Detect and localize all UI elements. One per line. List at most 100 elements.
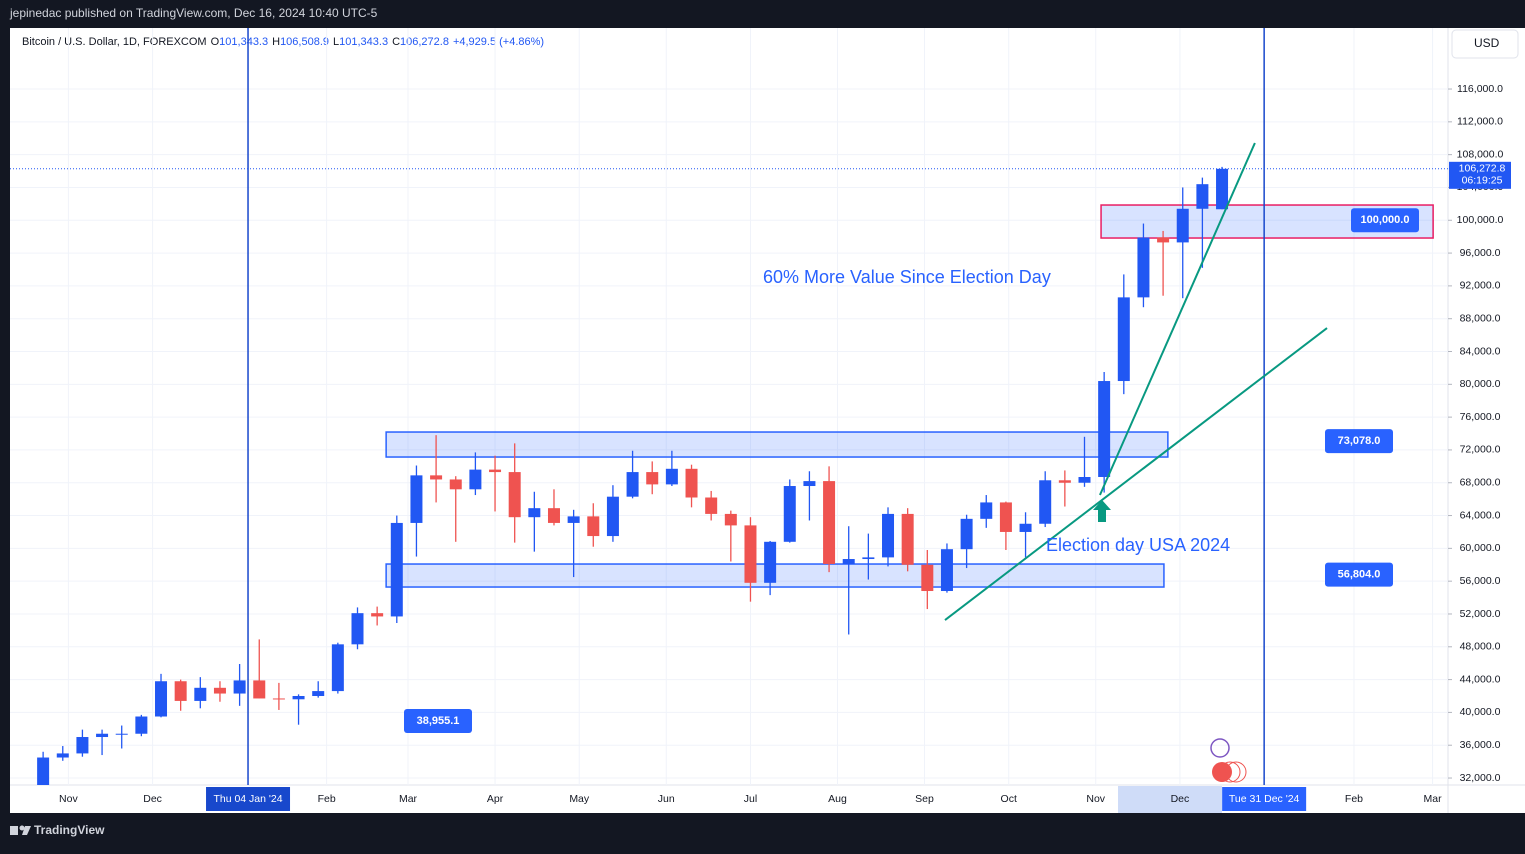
- y-tick-label: 48,000.0: [1460, 641, 1501, 653]
- y-tick-label: 52,000.0: [1460, 608, 1501, 620]
- candle-body: [174, 681, 187, 701]
- candle-body: [1117, 297, 1130, 382]
- candle-body: [783, 486, 796, 542]
- candle-body: [1157, 237, 1170, 243]
- candle-body: [940, 549, 953, 592]
- y-tick-label: 116,000.0: [1457, 83, 1503, 95]
- candle-body: [626, 472, 639, 497]
- price-label: 56,804.0: [1338, 568, 1381, 580]
- candle-body: [1039, 480, 1052, 524]
- candle-body: [1176, 208, 1189, 243]
- candle-body: [744, 525, 757, 583]
- x-tick-label: Mar: [1424, 793, 1443, 805]
- candle-body: [430, 475, 443, 480]
- candle-body: [508, 472, 521, 518]
- candle-body: [823, 481, 836, 564]
- x-tick-label: Nov: [1086, 793, 1105, 805]
- candle-body: [233, 680, 246, 694]
- candle-body: [1098, 381, 1111, 477]
- time-label-box: [1222, 787, 1307, 811]
- candle-body: [980, 502, 993, 519]
- x-tick-label: Feb: [318, 793, 336, 805]
- y-tick-label: 88,000.0: [1460, 312, 1501, 324]
- countdown: 06:19:25: [1462, 175, 1503, 187]
- candle-body: [999, 502, 1012, 532]
- candle-body: [272, 698, 285, 700]
- y-tick-label: 56,000.0: [1460, 575, 1501, 587]
- x-tick-label: Apr: [487, 793, 504, 805]
- candle-body: [528, 508, 541, 518]
- candle-body: [351, 613, 364, 645]
- price-label-box: [1351, 208, 1419, 233]
- time-label: Tue 31 Dec '24: [1229, 793, 1300, 805]
- y-tick-label: 92,000.0: [1460, 280, 1501, 292]
- x-tick-label: Oct: [1001, 793, 1017, 805]
- trendline: [944, 327, 1328, 621]
- y-tick-label: 84,000.0: [1460, 345, 1501, 357]
- candle-body: [1196, 184, 1209, 209]
- ohlc-value: 106,508.9: [280, 36, 329, 48]
- candle-body: [469, 469, 482, 490]
- y-tick-label: 96,000.0: [1460, 247, 1501, 259]
- candle-body: [135, 716, 148, 734]
- annotation: 60% More Value Since Election Day: [763, 267, 1051, 287]
- candle-body: [76, 737, 89, 754]
- brand-logo: [10, 825, 31, 835]
- candle-body: [213, 687, 226, 694]
- candle-body: [921, 564, 934, 592]
- currency-button[interactable]: [1451, 29, 1519, 59]
- x-tick-label: Aug: [828, 793, 847, 805]
- candle-body: [194, 687, 207, 701]
- candle-body: [292, 696, 305, 700]
- y-tick-label: 64,000.0: [1460, 509, 1501, 521]
- candle-body: [115, 733, 128, 735]
- candle-body: [803, 481, 816, 487]
- candle-body: [37, 757, 50, 785]
- y-tick-label: 60,000.0: [1460, 542, 1501, 554]
- y-tick-label: 80,000.0: [1460, 378, 1501, 390]
- candle-body: [312, 691, 325, 697]
- trendline: [1099, 142, 1256, 496]
- zone: [385, 431, 1169, 458]
- y-tick-label: 112,000.0: [1457, 116, 1503, 128]
- candle-body: [371, 613, 384, 617]
- last-price-box: [1449, 161, 1511, 189]
- candle-body: [155, 681, 168, 717]
- symbol-line: Bitcoin / U.S. Dollar, 1D, FOREXCOM O101,…: [22, 36, 544, 48]
- time-label: Thu 04 Jan '24: [213, 793, 282, 805]
- ohlc-value: 101,343.3: [219, 36, 268, 48]
- y-tick-label: 68,000.0: [1460, 477, 1501, 489]
- candle-body: [410, 475, 423, 523]
- published: jepinedac published on TradingView.com, …: [9, 6, 378, 20]
- candle-body: [646, 472, 659, 485]
- election-arrow: [1093, 500, 1111, 522]
- candle-body: [1019, 523, 1032, 532]
- x-tick-label: Jul: [744, 793, 757, 805]
- ohlc-key: O: [211, 36, 220, 48]
- candle-body: [606, 496, 619, 537]
- candle-body: [1078, 476, 1091, 483]
- currency[interactable]: USD: [1474, 36, 1500, 50]
- price-label: 100,000.0: [1361, 214, 1410, 226]
- plot-area: [10, 28, 1448, 785]
- candle-body: [901, 513, 914, 565]
- symbol: Bitcoin / U.S. Dollar, 1D, FOREXCOM: [22, 36, 207, 48]
- candle-body: [764, 541, 777, 583]
- annotation: Election day USA 2024: [1046, 535, 1230, 555]
- price-label: 73,078.0: [1338, 435, 1381, 447]
- y-tick-label: 108,000.0: [1457, 148, 1504, 160]
- icons: [1210, 738, 1247, 783]
- candle-body: [862, 557, 875, 560]
- ohlc-value: 106,272.8: [400, 36, 449, 48]
- chart-bg: [10, 28, 1525, 813]
- x-tick-label: May: [569, 793, 590, 805]
- candle-body: [705, 497, 718, 514]
- y-tick-label: 76,000.0: [1460, 411, 1501, 423]
- candle-body: [665, 468, 678, 485]
- change: +4,929.5 (+4.86%): [453, 36, 544, 48]
- y-tick-label: 36,000.0: [1460, 739, 1501, 751]
- time-selection: [1118, 786, 1222, 813]
- brand: TradingView: [34, 823, 105, 837]
